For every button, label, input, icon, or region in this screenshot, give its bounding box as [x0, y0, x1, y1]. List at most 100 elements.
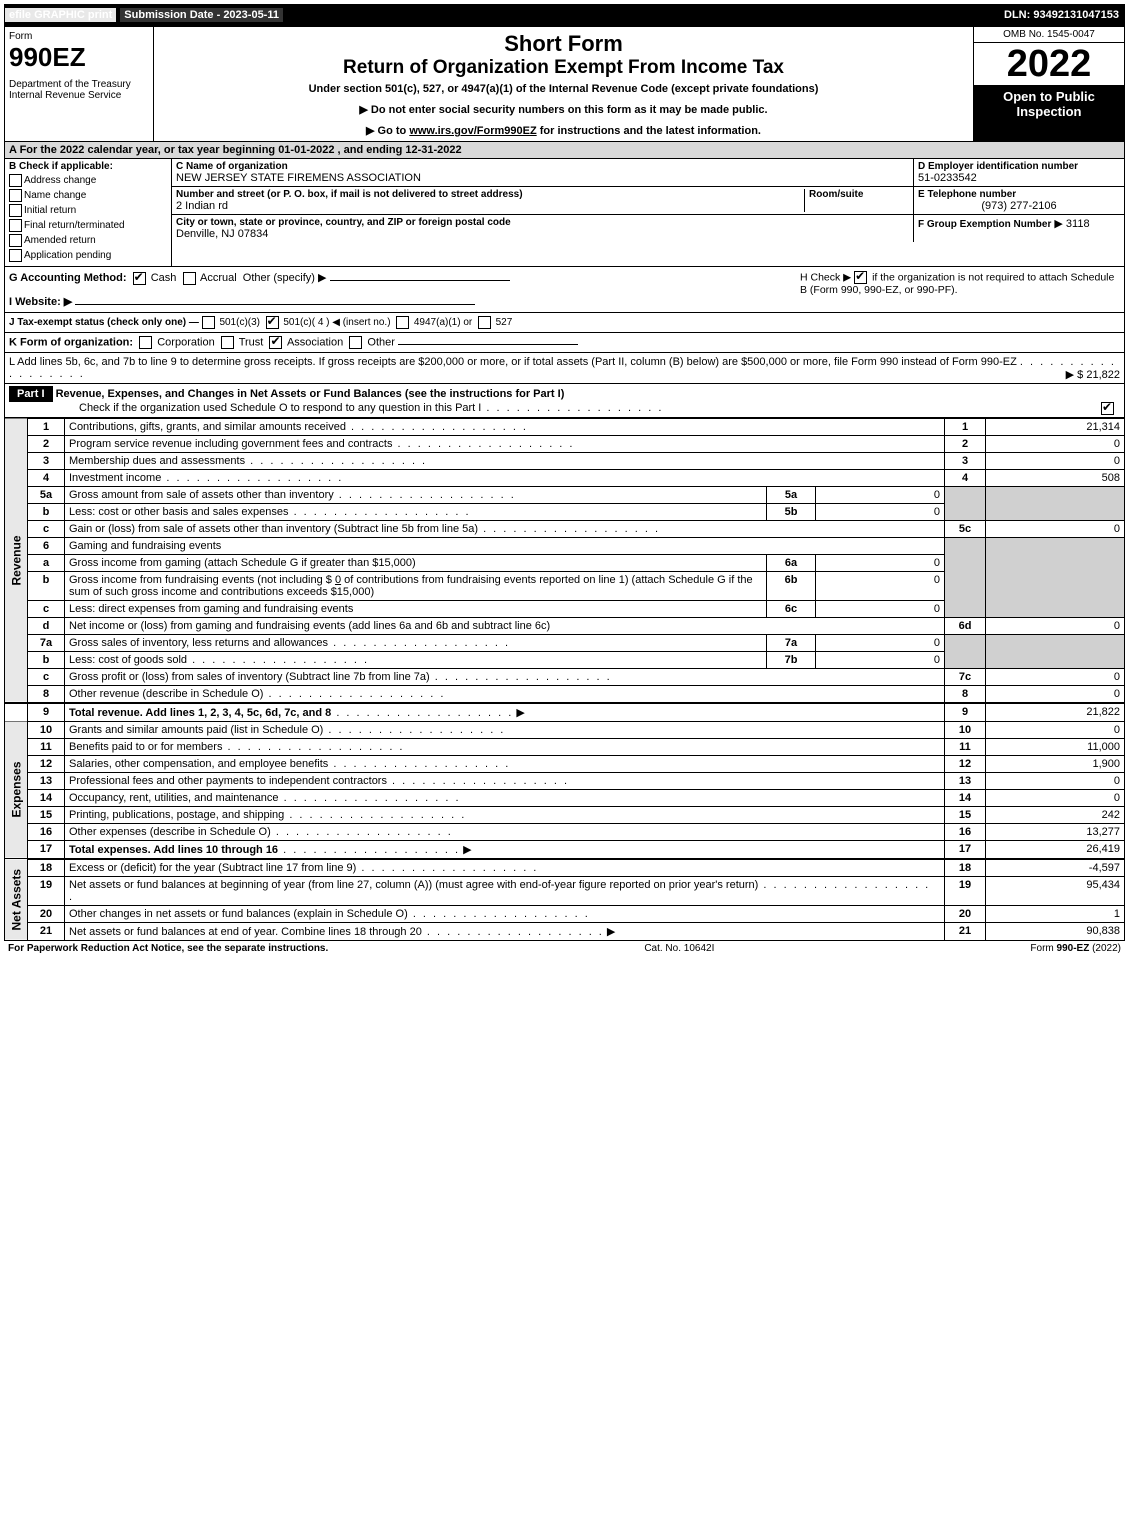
- check-4947[interactable]: [396, 316, 409, 329]
- check-trust[interactable]: [221, 336, 234, 349]
- l5a-bv: 0: [816, 486, 945, 503]
- row-l: L Add lines 5b, 6c, and 7b to line 9 to …: [4, 353, 1125, 384]
- form-number: 990EZ: [9, 42, 149, 73]
- l10-rnum: 10: [945, 721, 986, 738]
- l6b-val: 0: [335, 574, 341, 586]
- l3-desc: Membership dues and assessments: [69, 455, 245, 467]
- check-final-return[interactable]: Final return/terminated: [9, 219, 167, 232]
- l13-num: 13: [28, 772, 65, 789]
- check-application-pending[interactable]: Application pending: [9, 249, 167, 262]
- l10-num: 10: [28, 721, 65, 738]
- l7a-num: 7a: [28, 634, 65, 651]
- l6a-bv: 0: [816, 554, 945, 571]
- l5a-num: 5a: [28, 486, 65, 503]
- l2-amt: 0: [986, 435, 1125, 452]
- check-501c3[interactable]: [202, 316, 215, 329]
- l6b-bv: 0: [816, 571, 945, 600]
- goto-note: ▶ Go to www.irs.gov/Form990EZ for instru…: [158, 124, 969, 137]
- check-corporation[interactable]: [139, 336, 152, 349]
- row-k: K Form of organization: Corporation Trus…: [4, 333, 1125, 353]
- l3-amt: 0: [986, 452, 1125, 469]
- l6c-bv: 0: [816, 600, 945, 617]
- l8-desc: Other revenue (describe in Schedule O): [69, 688, 263, 700]
- form-subtitle: Under section 501(c), 527, or 4947(a)(1)…: [158, 83, 969, 95]
- footer-right-bold: 990-EZ: [1057, 943, 1090, 954]
- l7a-box: 7a: [767, 634, 816, 651]
- l18-desc: Excess or (deficit) for the year (Subtra…: [69, 862, 356, 874]
- l9-amt: 21,822: [986, 703, 1125, 722]
- check-other-org[interactable]: [349, 336, 362, 349]
- opt-accrual: Accrual: [200, 272, 237, 284]
- l6a-box: 6a: [767, 554, 816, 571]
- side-revenue: Revenue: [5, 418, 28, 703]
- opt-initial-return: Initial return: [24, 205, 76, 216]
- l6d-num: d: [28, 617, 65, 634]
- footer-right-post: (2022): [1089, 943, 1121, 954]
- check-cash[interactable]: [133, 272, 146, 285]
- submission-date-button[interactable]: Submission Date - 2023-05-11: [119, 7, 284, 23]
- check-527[interactable]: [478, 316, 491, 329]
- l19-num: 19: [28, 876, 65, 905]
- other-specify-input[interactable]: [330, 280, 510, 281]
- l16-amt: 13,277: [986, 823, 1125, 840]
- row-h: H Check ▶ if the organization is not req…: [800, 271, 1120, 308]
- check-schedule-o[interactable]: [1101, 402, 1114, 415]
- l4-rnum: 4: [945, 469, 986, 486]
- other-org-input[interactable]: [398, 344, 578, 345]
- l21-amt: 90,838: [986, 922, 1125, 940]
- form-org-label: K Form of organization:: [9, 336, 133, 348]
- ssn-note: ▶ Do not enter social security numbers o…: [158, 103, 969, 116]
- l6d-rnum: 6d: [945, 617, 986, 634]
- opt-name-change: Name change: [24, 190, 86, 201]
- check-address-change[interactable]: Address change: [9, 174, 167, 187]
- l12-num: 12: [28, 755, 65, 772]
- l5b-box: 5b: [767, 503, 816, 520]
- opt-other-org: Other: [367, 336, 395, 348]
- group-exemption-value: ▶ 3118: [1054, 218, 1089, 230]
- l16-rnum: 16: [945, 823, 986, 840]
- check-initial-return[interactable]: Initial return: [9, 204, 167, 217]
- part-i-title: Revenue, Expenses, and Changes in Net As…: [56, 388, 565, 400]
- section-cdef: C Name of organization NEW JERSEY STATE …: [172, 159, 1124, 266]
- l6c-desc: Less: direct expenses from gaming and fu…: [69, 603, 353, 615]
- check-accrual[interactable]: [183, 272, 196, 285]
- short-form-label: Short Form: [158, 31, 969, 57]
- check-name-change[interactable]: Name change: [9, 189, 167, 202]
- shade-5b: [986, 486, 1125, 520]
- phone-label: E Telephone number: [918, 189, 1120, 200]
- l11-num: 11: [28, 738, 65, 755]
- shade-7: [945, 634, 986, 668]
- check-association[interactable]: [269, 336, 282, 349]
- l11-rnum: 11: [945, 738, 986, 755]
- website-input[interactable]: [75, 304, 475, 305]
- l7b-bv: 0: [816, 651, 945, 668]
- irs-link[interactable]: www.irs.gov/Form990EZ: [409, 125, 536, 137]
- l8-num: 8: [28, 685, 65, 703]
- l15-desc: Printing, publications, postage, and shi…: [69, 809, 284, 821]
- l7b-desc: Less: cost of goods sold: [69, 654, 187, 666]
- l21-rnum: 21: [945, 922, 986, 940]
- check-schedule-b[interactable]: [854, 271, 867, 284]
- form-title: Return of Organization Exempt From Incom…: [158, 57, 969, 79]
- org-name: NEW JERSEY STATE FIREMENS ASSOCIATION: [176, 172, 909, 184]
- check-501c[interactable]: [266, 316, 279, 329]
- l6-desc: Gaming and fundraising events: [65, 537, 945, 554]
- l16-desc: Other expenses (describe in Schedule O): [69, 826, 271, 838]
- h-pre: H Check ▶: [800, 271, 854, 283]
- l14-num: 14: [28, 789, 65, 806]
- l2-num: 2: [28, 435, 65, 452]
- addr-label: Number and street (or P. O. box, if mail…: [176, 189, 800, 200]
- check-amended-return[interactable]: Amended return: [9, 234, 167, 247]
- efile-button[interactable]: efile GRAPHIC print: [4, 7, 117, 23]
- l1-rnum: 1: [945, 418, 986, 435]
- l15-amt: 242: [986, 806, 1125, 823]
- l15-rnum: 15: [945, 806, 986, 823]
- group-exemption-cell: F Group Exemption Number ▶ 3118: [914, 215, 1124, 232]
- phone-cell: E Telephone number (973) 277-2106: [914, 187, 1124, 215]
- l6d-desc: Net income or (loss) from gaming and fun…: [69, 620, 550, 632]
- part-i-check-note: Check if the organization used Schedule …: [9, 402, 481, 414]
- l21-num: 21: [28, 922, 65, 940]
- l17-num: 17: [28, 840, 65, 859]
- l5c-num: c: [28, 520, 65, 537]
- omb-label: OMB No. 1545-0047: [974, 27, 1124, 43]
